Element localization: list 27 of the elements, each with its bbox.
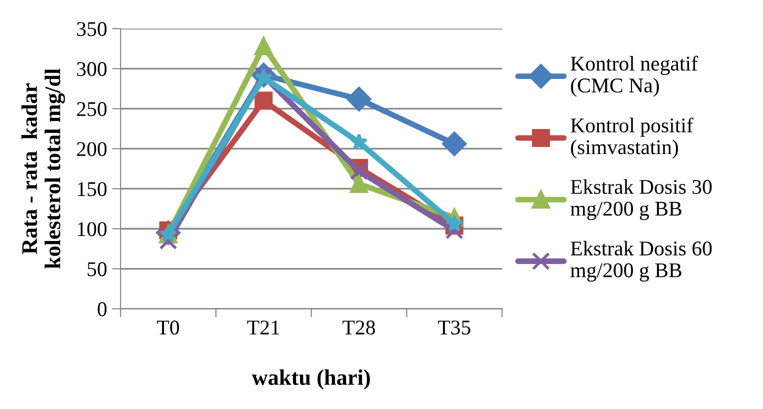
x-axis-title: waktu (hari) [252,369,370,390]
y-tick-label: 150 [78,182,107,196]
legend-label: Ekstrak Dosis 60 mg/200 g BB [570,240,712,282]
y-tick-label: 250 [77,102,107,116]
x-tick-label: T0 [157,320,180,335]
y-tick-label: 200 [77,142,107,156]
y-tick-label: 300 [77,62,107,76]
point [350,133,368,150]
x-tick-label: T28 [342,320,375,335]
point [350,162,368,180]
point [442,132,467,156]
legend-label: Ekstrak Dosis 30 mg/200 g BB [570,179,712,220]
y-axis-title: Rata - rata kadar kolesterol total mg/dl [21,68,65,269]
legend-label: Kontrol negatif (CMC Na) [570,56,698,97]
point [254,92,273,110]
y-tick-label: 0 [98,302,107,316]
point [254,37,273,56]
point [446,214,464,232]
point [346,86,372,112]
x-tick-label: T21 [247,320,280,334]
point [445,221,464,240]
y-tick-label: 50 [88,262,107,276]
y-tick-label: 350 [77,22,107,36]
y-tick-label: 100 [78,222,107,236]
x-tick-label: T35 [438,320,470,335]
legend-label: Kontrol positif (simvastatin) [570,118,694,158]
point [350,174,368,193]
